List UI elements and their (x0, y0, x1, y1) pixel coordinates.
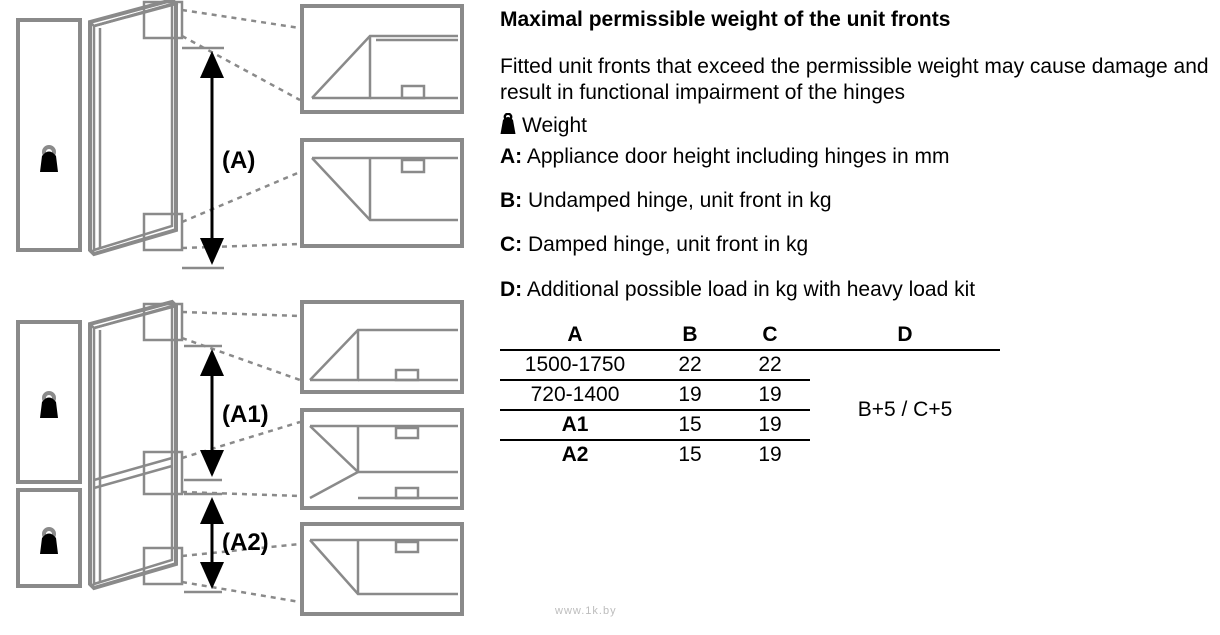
top-front-panel (18, 20, 80, 250)
technical-diagram: (A) (0, 0, 490, 629)
th-C: C (730, 321, 810, 350)
section-title: Maximal permissible weight of the unit f… (500, 8, 1210, 32)
weight-icon (500, 113, 516, 142)
legend-D: D: Additional possible load in kg with h… (500, 277, 1210, 303)
legend-A: A: Appliance door height including hinge… (500, 144, 1210, 170)
th-B: B (650, 321, 730, 350)
th-A: A (500, 321, 650, 350)
dim-label-A: (A) (222, 147, 255, 174)
intro-paragraph: Fitted unit fronts that exceed the permi… (500, 54, 1210, 107)
td-D: B+5 / C+5 (810, 350, 1000, 469)
dim-label-A1: (A1) (222, 401, 269, 428)
legend-weight-label: Weight (522, 114, 587, 137)
dim-label-A2: (A2) (222, 529, 269, 556)
weights-table: A B C D 1500-1750 22 22 B+5 / C+5 720-14… (500, 321, 1000, 469)
detail-top-1 (302, 6, 462, 112)
legend-C: C: Damped hinge, unit front in kg (500, 232, 1210, 258)
detail-bot-2 (302, 410, 462, 508)
detail-bot-3 (302, 524, 462, 614)
table-header-row: A B C D (500, 321, 1000, 350)
table-row: 1500-1750 22 22 B+5 / C+5 (500, 350, 1000, 380)
legend-B: B: Undamped hinge, unit front in kg (500, 188, 1210, 214)
detail-top-2 (302, 140, 462, 246)
legend-weight: Weight (500, 113, 1210, 142)
th-D: D (810, 321, 1000, 350)
detail-bot-1 (302, 302, 462, 392)
